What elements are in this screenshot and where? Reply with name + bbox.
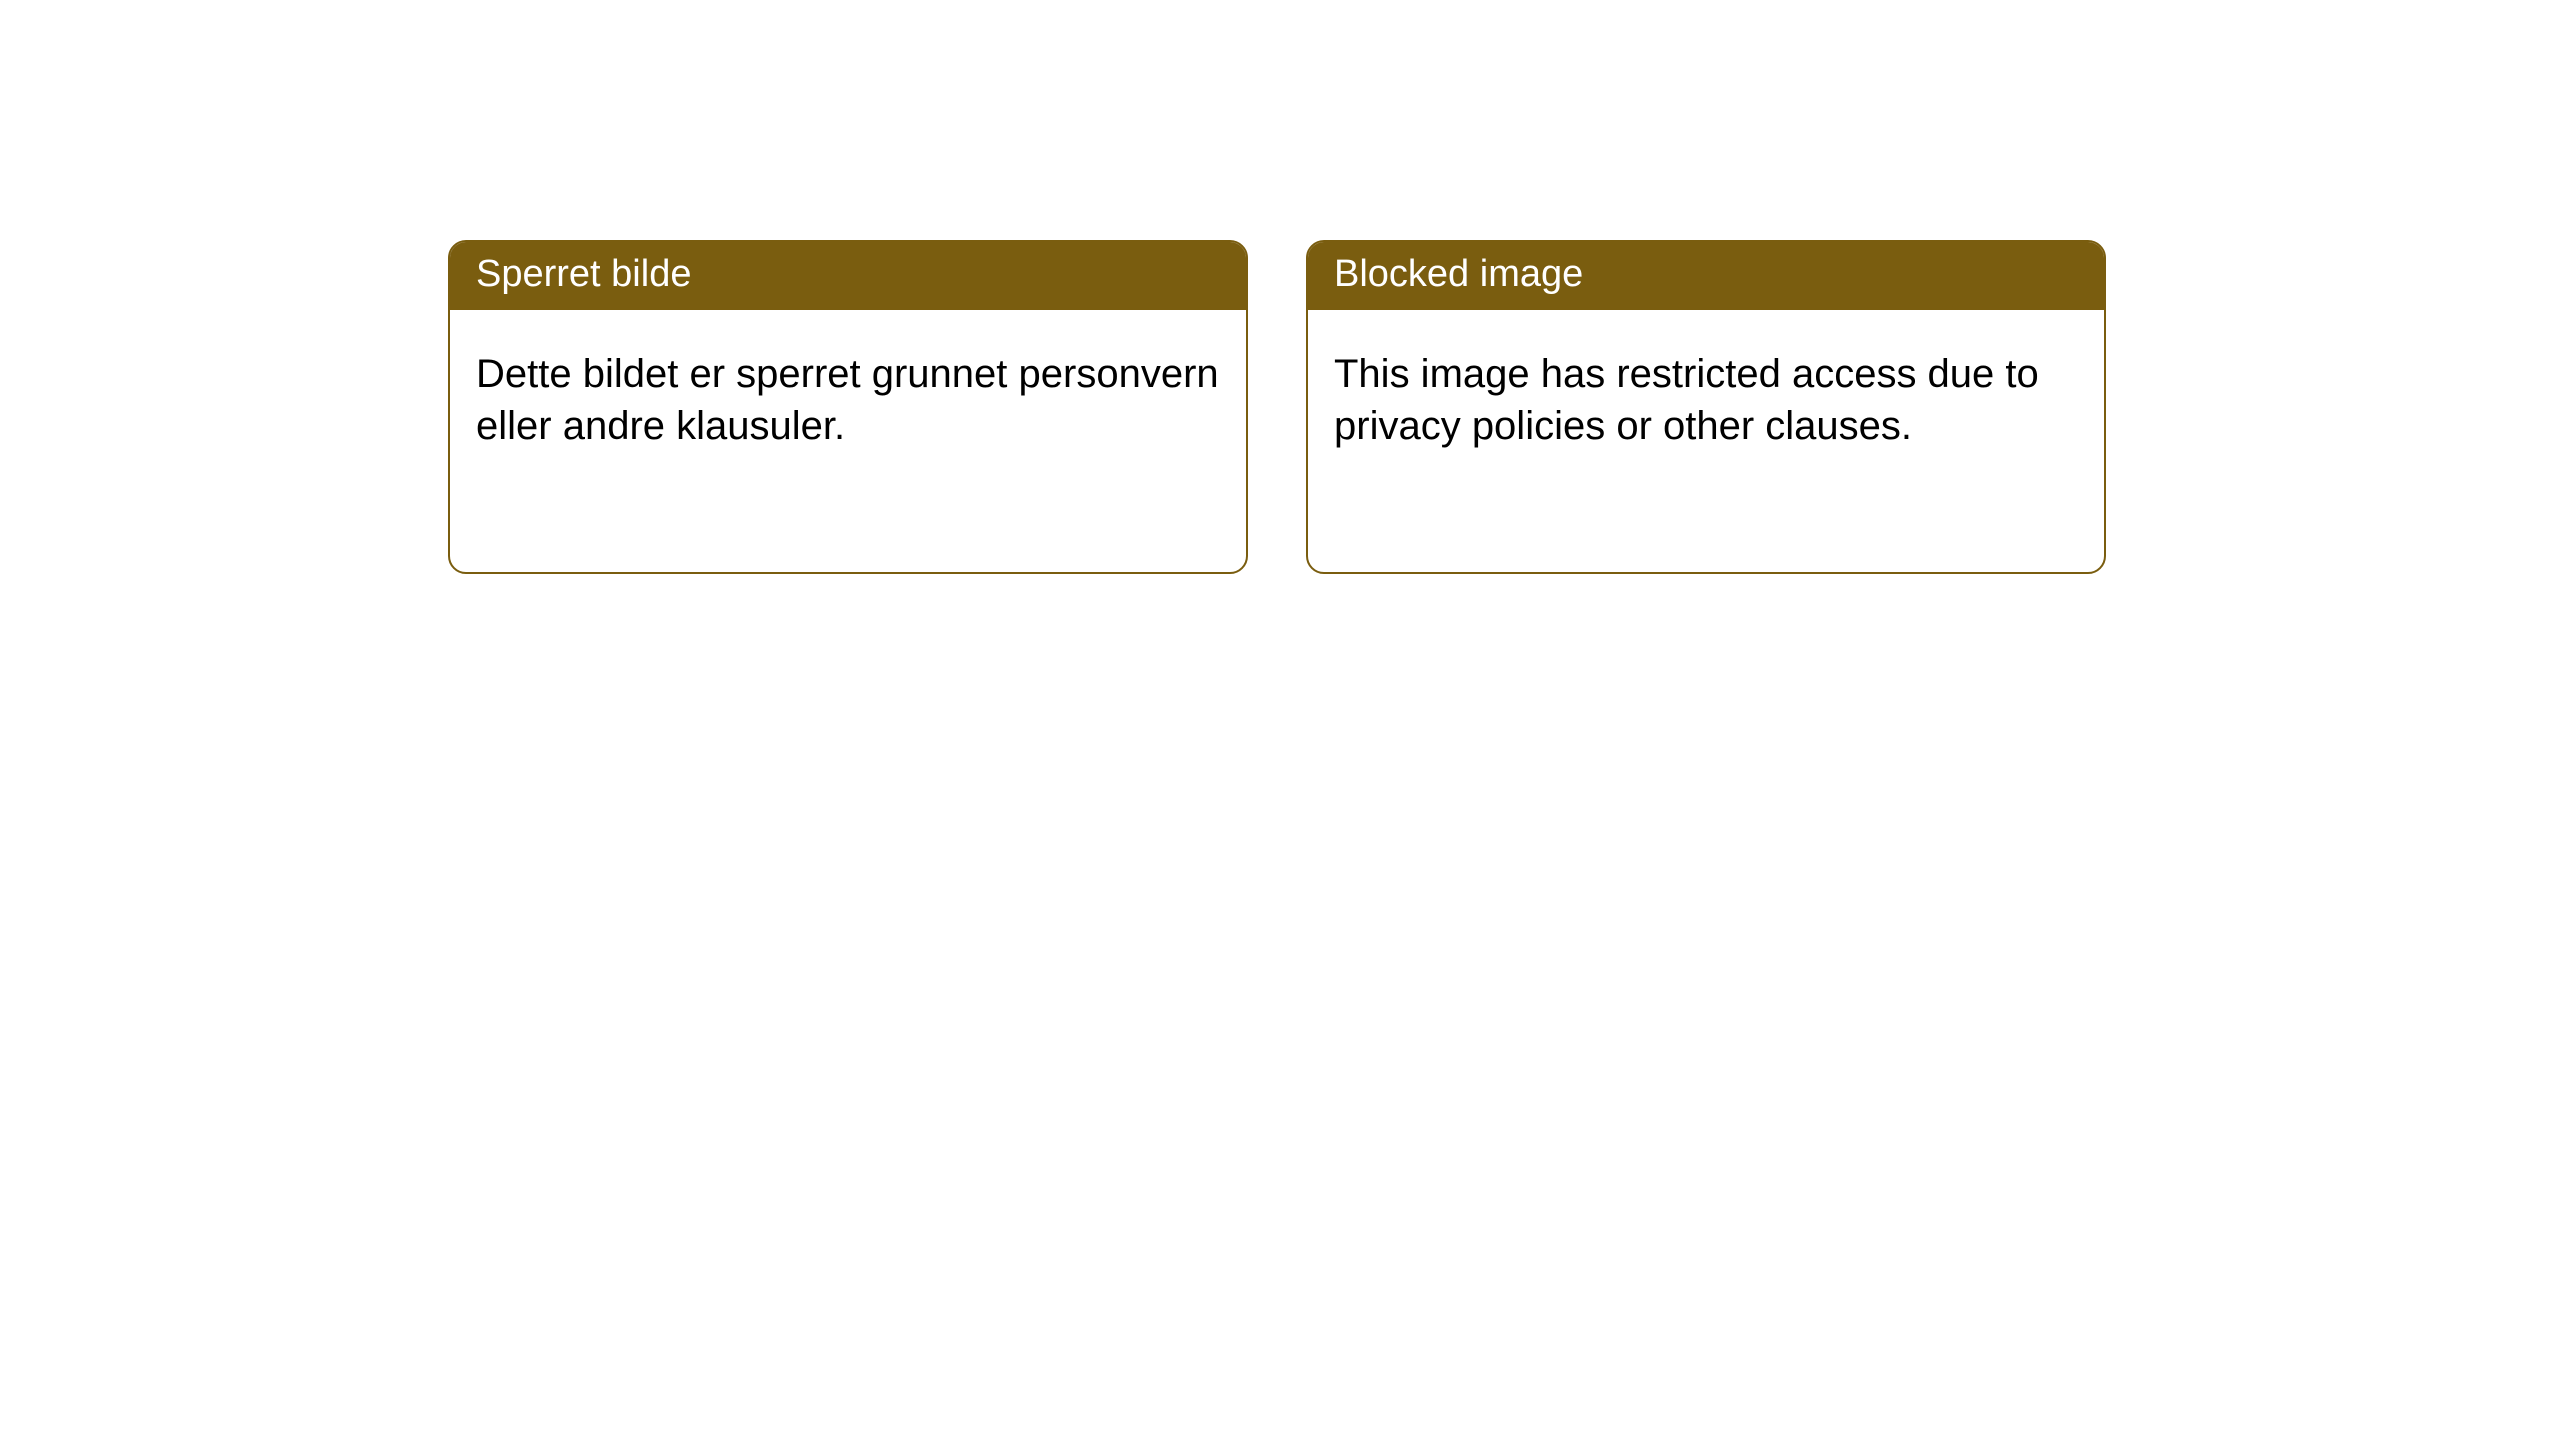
blocked-image-card-norwegian: Sperret bilde Dette bildet er sperret gr… (448, 240, 1248, 574)
card-title: Sperret bilde (450, 242, 1246, 310)
card-body: This image has restricted access due to … (1308, 310, 2104, 490)
blocked-image-card-english: Blocked image This image has restricted … (1306, 240, 2106, 574)
notice-cards-container: Sperret bilde Dette bildet er sperret gr… (448, 240, 2560, 574)
card-body: Dette bildet er sperret grunnet personve… (450, 310, 1246, 490)
card-title: Blocked image (1308, 242, 2104, 310)
